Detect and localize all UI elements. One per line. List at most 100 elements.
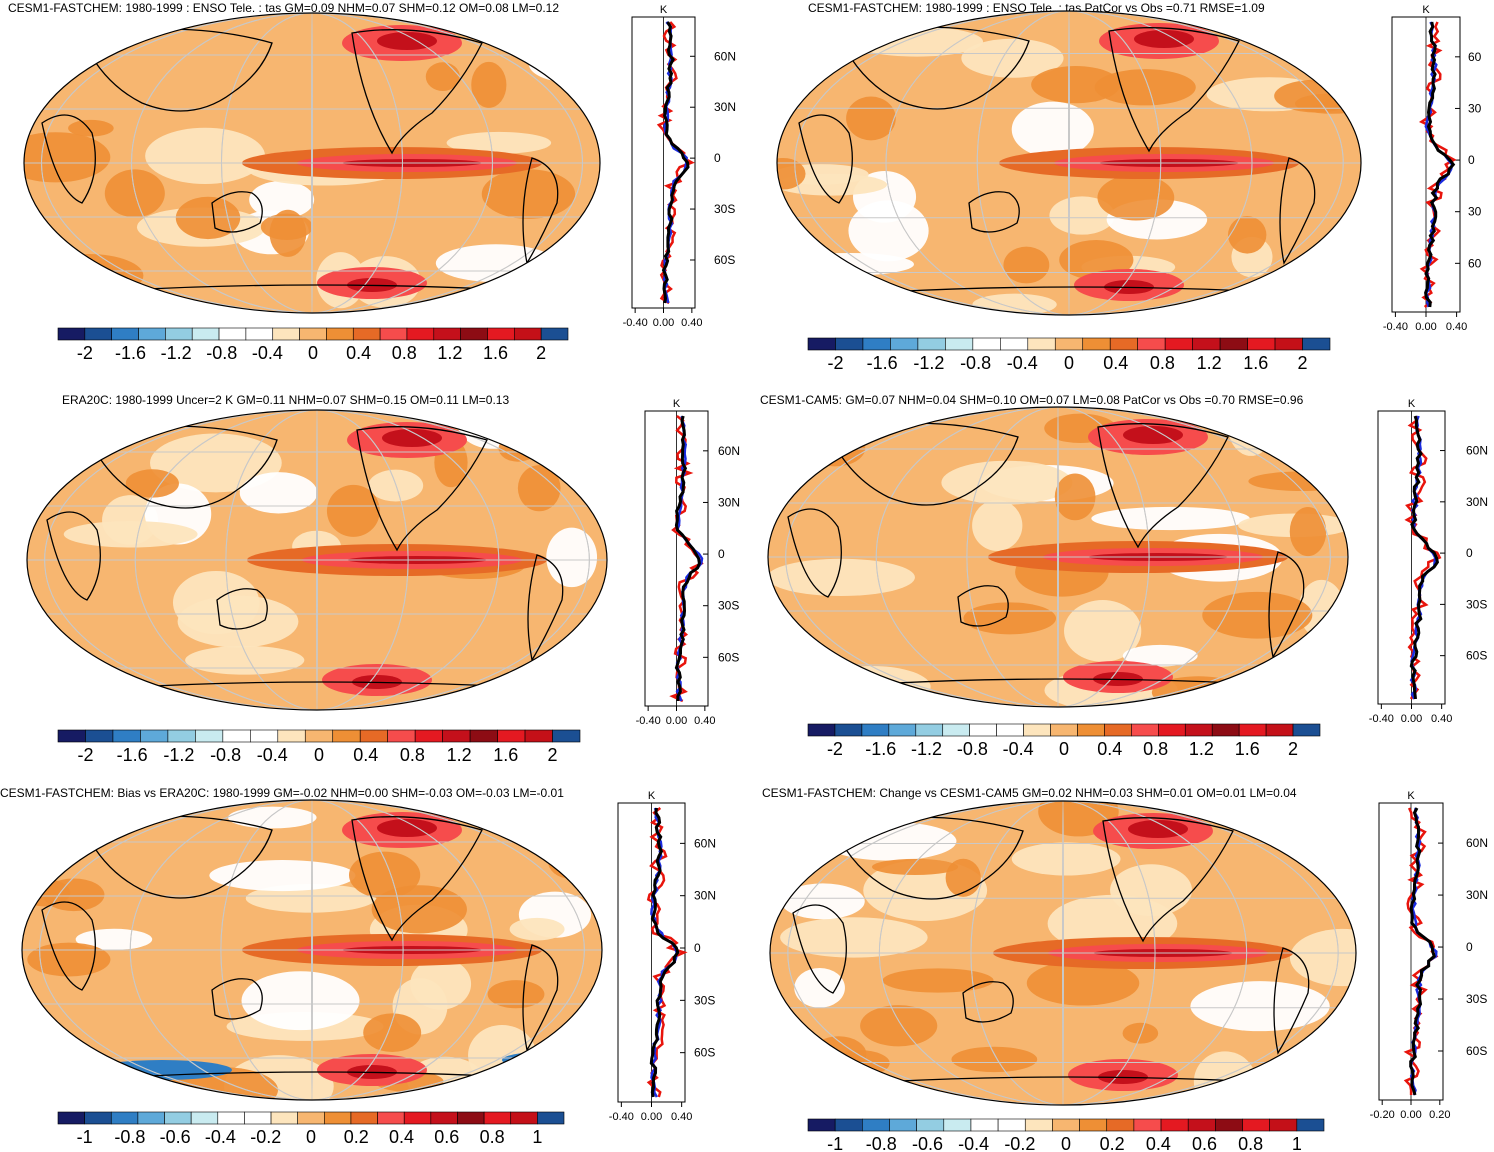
colorbar-swatch xyxy=(244,1111,272,1125)
profile-lat-label: 0 xyxy=(694,941,701,955)
colorbar-swatch xyxy=(862,1118,890,1132)
profile-series-red xyxy=(646,807,688,1098)
colorbar-swatch xyxy=(57,729,86,743)
colorbar-swatch xyxy=(497,729,526,743)
colorbar-swatch xyxy=(1215,1118,1243,1132)
colorbar-swatch xyxy=(1133,1118,1162,1132)
panel-title: CESM1-FASTCHEM: Bias vs ERA20C: 1980-199… xyxy=(0,786,564,800)
colorbar-swatch xyxy=(430,1111,458,1125)
panel-title: ERA20C: 1980-1999 Uncer=2 K GM=0.11 NHM=… xyxy=(62,393,509,407)
profile-series-black xyxy=(1409,415,1440,700)
colorbar-swatch xyxy=(1242,1118,1270,1132)
profile-series-red xyxy=(1418,21,1457,308)
colorbar-swatch xyxy=(442,729,471,743)
colorbar-tick-label: -0.4 xyxy=(1007,353,1038,373)
colorbar-swatch xyxy=(406,327,435,341)
colorbar-tick-label: -0.2 xyxy=(1004,1134,1035,1152)
colorbar-swatch xyxy=(379,327,408,341)
colorbar-swatch xyxy=(1158,723,1186,737)
colorbar-tick-label: 1.6 xyxy=(1243,353,1268,373)
colorbar-swatch xyxy=(1054,337,1084,351)
colorbar-tick-label: 1.2 xyxy=(447,745,472,765)
profile-lat-label: 0 xyxy=(1468,153,1475,167)
panel-title: CESM1-FASTCHEM: Change vs CESM1-CAM5 GM=… xyxy=(762,786,1297,800)
profile-xtick-label: 0.40 xyxy=(681,317,702,329)
colorbar-tick-label: -1.6 xyxy=(117,745,148,765)
profile-lat-label: 60S xyxy=(1466,649,1487,663)
colorbar-swatch xyxy=(1265,723,1294,737)
colorbar-swatch xyxy=(540,327,569,341)
colorbar-swatch xyxy=(1302,337,1331,351)
colorbar-tick-label: 2 xyxy=(1288,739,1298,759)
colorbar-swatch xyxy=(1024,1118,1053,1132)
profile-lat-label: 30N xyxy=(718,495,740,509)
colorbar-tick-label: -0.4 xyxy=(252,343,283,363)
profile-unit: K xyxy=(660,4,668,16)
colorbar-swatch xyxy=(834,1118,863,1132)
panel-2: CESM1-FASTCHEM: 1980-1999 : ENSO Tele. :… xyxy=(776,1,1482,373)
colorbar-swatch xyxy=(277,729,306,743)
profile-lat-label: 60N xyxy=(1466,836,1488,850)
profile-lat-label: 60N xyxy=(718,444,740,458)
profile-lat-label: 60N xyxy=(714,49,736,63)
colorbar-tick-label: 0.8 xyxy=(1238,1134,1263,1152)
profile-xtick-label: 0.00 xyxy=(1400,1109,1421,1121)
profile-xtick-label: 0.00 xyxy=(666,715,687,727)
colorbar-swatch xyxy=(862,337,891,351)
colorbar-swatch xyxy=(917,337,946,351)
colorbar-swatch xyxy=(324,1111,352,1125)
colorbar-tick-label: -1.2 xyxy=(161,343,192,363)
colorbar: -2 -1.6 -1.2 -0.8 -0.4 0 0.4 0.8 1.2 1.6 2 xyxy=(57,327,569,363)
colorbar-tick-label: -1.2 xyxy=(163,745,194,765)
colorbar-swatch xyxy=(1079,1118,1108,1132)
colorbar-swatch xyxy=(1137,337,1166,351)
profile-lat-label: 60S xyxy=(1466,1044,1487,1058)
colorbar-tick-label: 0.4 xyxy=(1146,1134,1171,1152)
profile-lat-label: 60S xyxy=(694,1046,715,1060)
colorbar-tick-label: -0.4 xyxy=(257,745,288,765)
profile-unit: K xyxy=(1407,790,1415,802)
map-field xyxy=(768,407,1348,707)
profile-series-black xyxy=(674,415,701,701)
profile-xtick-label: 0.20 xyxy=(1429,1109,1450,1121)
colorbar-swatch xyxy=(110,1111,139,1125)
profile-lat-label: 60N xyxy=(694,836,716,850)
colorbar-swatch xyxy=(835,337,864,351)
colorbar-tick-label: 0.8 xyxy=(392,343,417,363)
colorbar-swatch xyxy=(1187,1118,1216,1132)
colorbar-swatch xyxy=(84,327,112,341)
zonal-profile: K -0.40 0.00 0.40 60N 30N 0 30S 60S xyxy=(1369,398,1488,725)
colorbar-tick-label: -1.6 xyxy=(115,343,146,363)
colorbar-tick-label: -0.8 xyxy=(206,343,237,363)
colorbar-tick-label: 1.2 xyxy=(1197,353,1222,373)
profile-xtick-label: -0.40 xyxy=(623,317,648,329)
colorbar-tick-label: -1 xyxy=(827,1134,843,1152)
colorbar-swatch xyxy=(1082,337,1111,351)
colorbar-swatch xyxy=(1292,723,1321,737)
colorbar-swatch xyxy=(969,723,997,737)
colorbar-swatch xyxy=(57,327,86,341)
colorbar-swatch xyxy=(834,723,863,737)
colorbar-tick-label: -0.4 xyxy=(205,1127,236,1147)
colorbar: -1 -0.8 -0.6 -0.4 -0.2 0 0.2 0.4 0.6 0.8 1 xyxy=(807,1118,1325,1152)
colorbar-swatch xyxy=(890,337,919,351)
colorbar-swatch xyxy=(514,327,542,341)
profile-lat-label: 30N xyxy=(1466,495,1488,509)
colorbar-swatch xyxy=(1109,337,1138,351)
colorbar-swatch xyxy=(524,729,553,743)
panel-5: CESM1-FASTCHEM: Bias vs ERA20C: 1980-199… xyxy=(0,786,716,1147)
colorbar: -2 -1.6 -1.2 -0.8 -0.4 0 0.4 0.8 1.2 1.6 2 xyxy=(807,723,1321,759)
colorbar-swatch xyxy=(250,729,279,743)
colorbar-tick-label: -0.2 xyxy=(250,1127,281,1147)
colorbar-swatch xyxy=(889,1118,917,1132)
profile-lat-label: 30S xyxy=(1466,597,1487,611)
colorbar-tick-label: 0.6 xyxy=(434,1127,459,1147)
colorbar-swatch xyxy=(326,327,354,341)
colorbar-swatch xyxy=(1247,337,1276,351)
colorbar-swatch xyxy=(943,1118,972,1132)
colorbar-swatch xyxy=(510,1111,538,1125)
colorbar-tick-label: 0 xyxy=(314,745,324,765)
panel-6: CESM1-FASTCHEM: Change vs CESM1-CAM5 GM=… xyxy=(762,786,1488,1152)
colorbar-swatch xyxy=(970,1118,999,1132)
colorbar-tick-label: 0.4 xyxy=(389,1127,414,1147)
